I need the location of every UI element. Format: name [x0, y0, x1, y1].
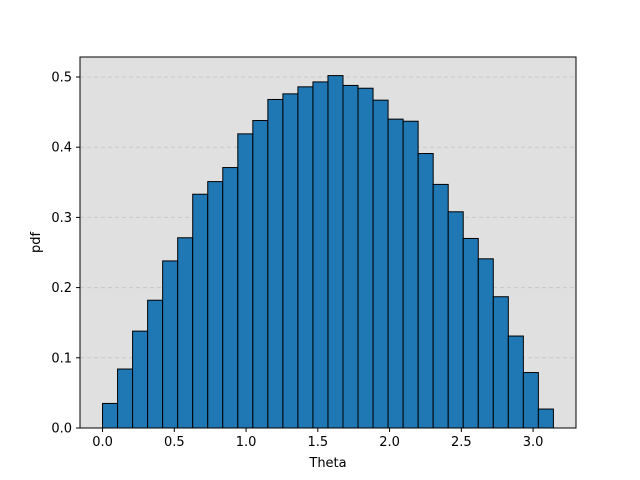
histogram-bar — [492, 296, 509, 429]
histogram-bar — [267, 98, 284, 429]
x-axis-label: Theta — [308, 456, 346, 471]
histogram-bar — [537, 408, 554, 429]
histogram-bar — [132, 330, 149, 429]
x-tick-label: 0.0 — [92, 435, 113, 450]
histogram-bar — [357, 87, 374, 429]
x-tick-label: 1.5 — [307, 435, 328, 450]
histogram-bar — [222, 167, 239, 429]
histogram-bar — [522, 372, 539, 429]
histogram-bar — [192, 193, 209, 429]
histogram-bar — [177, 237, 194, 429]
histogram-bar — [447, 211, 464, 429]
histogram-bar — [417, 153, 434, 429]
x-tick-label: 1.0 — [236, 435, 257, 450]
histogram-bar — [147, 299, 164, 429]
histogram-bar — [387, 118, 404, 429]
histogram-bar — [312, 81, 329, 429]
bars — [102, 75, 554, 429]
histogram-bar — [477, 258, 494, 429]
y-tick-label: 0.4 — [51, 141, 72, 156]
y-axis-label: pdf — [29, 232, 44, 254]
histogram-bar — [237, 133, 254, 429]
histogram-bar — [432, 183, 449, 429]
histogram-bar — [507, 335, 524, 429]
histogram-bar — [342, 84, 359, 429]
histogram-bar — [327, 75, 344, 429]
y-tick-label: 0.5 — [51, 71, 72, 86]
x-tick-label: 2.5 — [451, 435, 472, 450]
x-tick-label: 3.0 — [523, 435, 544, 450]
histogram-bar — [162, 260, 179, 429]
x-tick-label: 2.0 — [379, 435, 400, 450]
axis-ticks: 0.0 0.5 1.0 1.5 2.0 2.5 3.0 0.0 0.1 0.2 0.3 0.4 0.5 — [51, 71, 543, 451]
histogram-bar — [117, 368, 134, 429]
histogram-bar — [252, 120, 269, 429]
y-tick-label: 0.0 — [51, 422, 72, 437]
y-tick-label: 0.3 — [51, 211, 72, 226]
histogram-bar — [462, 237, 479, 429]
histogram-bar — [282, 93, 299, 429]
histogram-bar — [102, 402, 119, 429]
histogram-bar — [402, 120, 419, 429]
x-tick-label: 0.5 — [164, 435, 185, 450]
plot-frame — [79, 56, 577, 429]
histogram-bar — [207, 181, 224, 429]
histogram-bar — [297, 86, 314, 429]
y-tick-label: 0.2 — [51, 281, 72, 296]
histogram-bar — [372, 99, 389, 429]
y-tick-label: 0.1 — [51, 351, 72, 366]
